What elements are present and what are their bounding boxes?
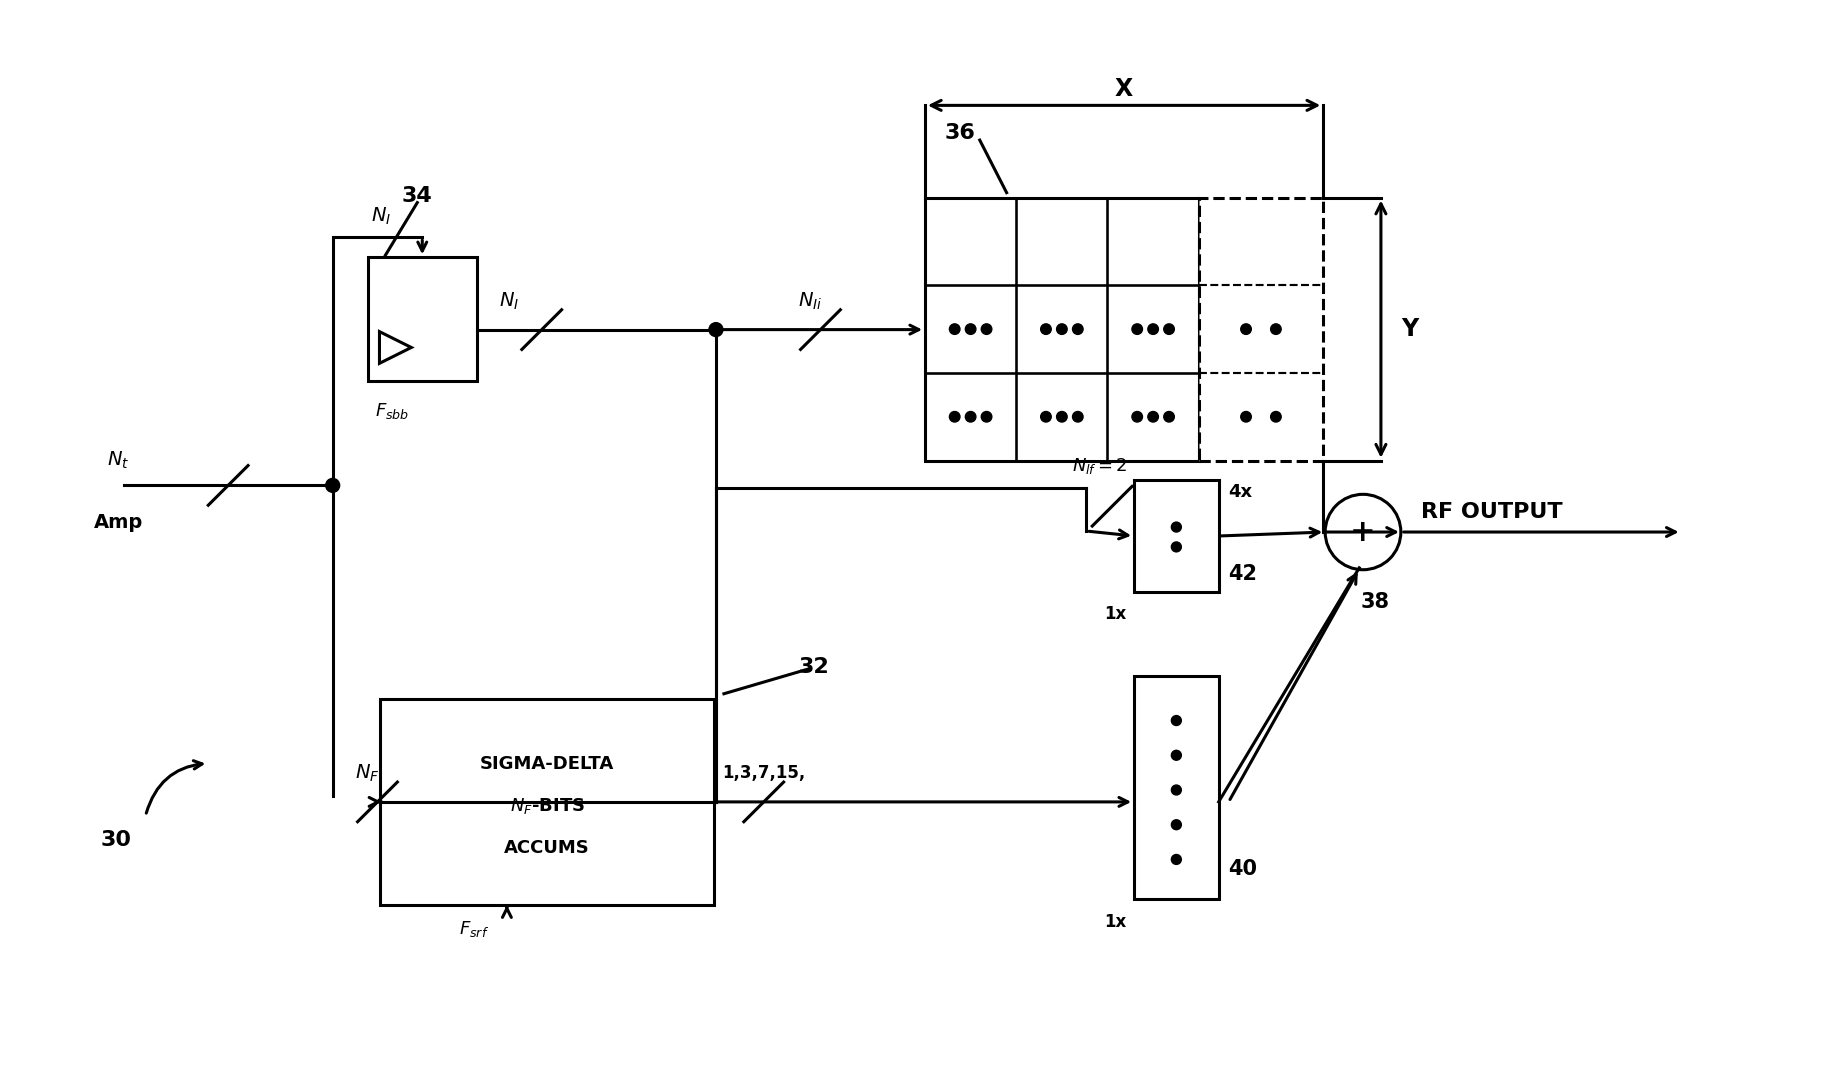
Circle shape xyxy=(966,412,975,422)
Text: Y: Y xyxy=(1400,317,1418,341)
Circle shape xyxy=(1171,716,1182,725)
Text: 40: 40 xyxy=(1228,859,1258,880)
Circle shape xyxy=(1147,324,1158,334)
Circle shape xyxy=(1056,412,1068,422)
Circle shape xyxy=(1147,412,1158,422)
Circle shape xyxy=(709,323,722,337)
Text: $N_t$: $N_t$ xyxy=(107,450,129,472)
Circle shape xyxy=(981,412,992,422)
Text: 38: 38 xyxy=(1361,592,1389,612)
Circle shape xyxy=(1171,750,1182,760)
Circle shape xyxy=(1241,412,1250,422)
Text: $N_{Ii}$: $N_{Ii}$ xyxy=(798,290,822,311)
Text: 36: 36 xyxy=(944,123,975,143)
Circle shape xyxy=(1132,324,1143,334)
Circle shape xyxy=(1164,324,1175,334)
Circle shape xyxy=(1324,494,1400,569)
Text: 1x: 1x xyxy=(1105,606,1127,624)
Circle shape xyxy=(949,324,960,334)
Text: +: + xyxy=(1350,518,1376,547)
Bar xyxy=(1199,198,1322,460)
Circle shape xyxy=(1040,412,1051,422)
Text: 42: 42 xyxy=(1228,564,1258,584)
Text: 4x: 4x xyxy=(1228,484,1252,502)
Circle shape xyxy=(966,324,975,334)
Circle shape xyxy=(1171,541,1182,552)
Circle shape xyxy=(1171,820,1182,829)
Text: $N_I$: $N_I$ xyxy=(499,290,519,311)
Text: 1x: 1x xyxy=(1105,913,1127,931)
Circle shape xyxy=(981,324,992,334)
Text: $N_F$: $N_F$ xyxy=(355,763,379,784)
Circle shape xyxy=(325,478,340,492)
Bar xyxy=(380,699,715,905)
Circle shape xyxy=(1056,324,1068,334)
Text: SIGMA-DELTA: SIGMA-DELTA xyxy=(480,755,615,774)
Text: $N_F$-BITS: $N_F$-BITS xyxy=(510,796,585,815)
Text: RF OUTPUT: RF OUTPUT xyxy=(1420,502,1563,522)
Text: 30: 30 xyxy=(100,829,131,850)
Text: X: X xyxy=(1116,77,1134,102)
Circle shape xyxy=(1271,324,1282,334)
Circle shape xyxy=(1241,324,1250,334)
Text: 1,3,7,15,: 1,3,7,15, xyxy=(722,764,805,782)
Circle shape xyxy=(1164,412,1175,422)
Circle shape xyxy=(1132,412,1143,422)
Circle shape xyxy=(1171,522,1182,532)
Bar xyxy=(925,198,1199,460)
Circle shape xyxy=(1171,855,1182,865)
Bar xyxy=(368,257,477,381)
Circle shape xyxy=(1171,785,1182,795)
Circle shape xyxy=(949,412,960,422)
Text: $F_{sbb}$: $F_{sbb}$ xyxy=(375,401,410,422)
Text: 32: 32 xyxy=(798,657,829,677)
Text: $N_I$: $N_I$ xyxy=(371,207,392,228)
Circle shape xyxy=(1073,324,1082,334)
Bar xyxy=(1134,480,1219,592)
Text: $F_{srf}$: $F_{srf}$ xyxy=(458,919,489,938)
Text: ACCUMS: ACCUMS xyxy=(504,839,589,857)
Circle shape xyxy=(1271,412,1282,422)
Circle shape xyxy=(1040,324,1051,334)
Text: 34: 34 xyxy=(403,186,432,205)
Circle shape xyxy=(1073,412,1082,422)
Text: Amp: Amp xyxy=(94,514,144,532)
Bar xyxy=(1134,676,1219,899)
Text: $N_{lf}=2$: $N_{lf}=2$ xyxy=(1073,457,1129,476)
